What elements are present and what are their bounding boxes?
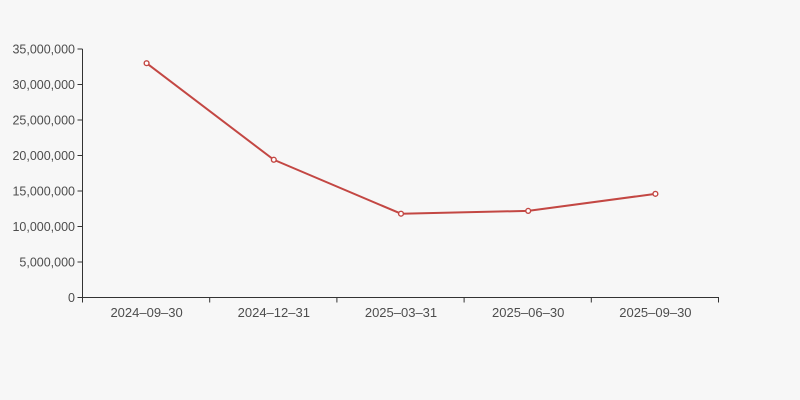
y-tick-label: 30,000,000 [12,78,75,92]
y-tick-label: 5,000,000 [19,256,75,270]
x-tick-label: 2025–09–30 [619,305,691,320]
y-tick-label: 0 [68,291,75,305]
data-point[interactable] [525,207,532,214]
data-point[interactable] [397,210,405,217]
x-tick-label: 2025–06–30 [492,305,564,320]
data-point[interactable] [143,60,150,67]
data-point[interactable] [270,156,277,163]
y-tick-label: 15,000,000 [12,185,75,199]
y-tick-label: 20,000,000 [12,149,75,163]
y-tick-label: 10,000,000 [12,220,75,234]
x-tick-label: 2024–09–30 [110,305,182,320]
data-point[interactable] [652,190,659,197]
series-line [145,62,657,215]
y-tick-label: 25,000,000 [12,114,75,128]
x-tick-label: 2024–12–31 [238,305,310,320]
y-tick-label: 35,000,000 [12,43,75,57]
x-tick-label: 2025–03–31 [365,305,437,320]
